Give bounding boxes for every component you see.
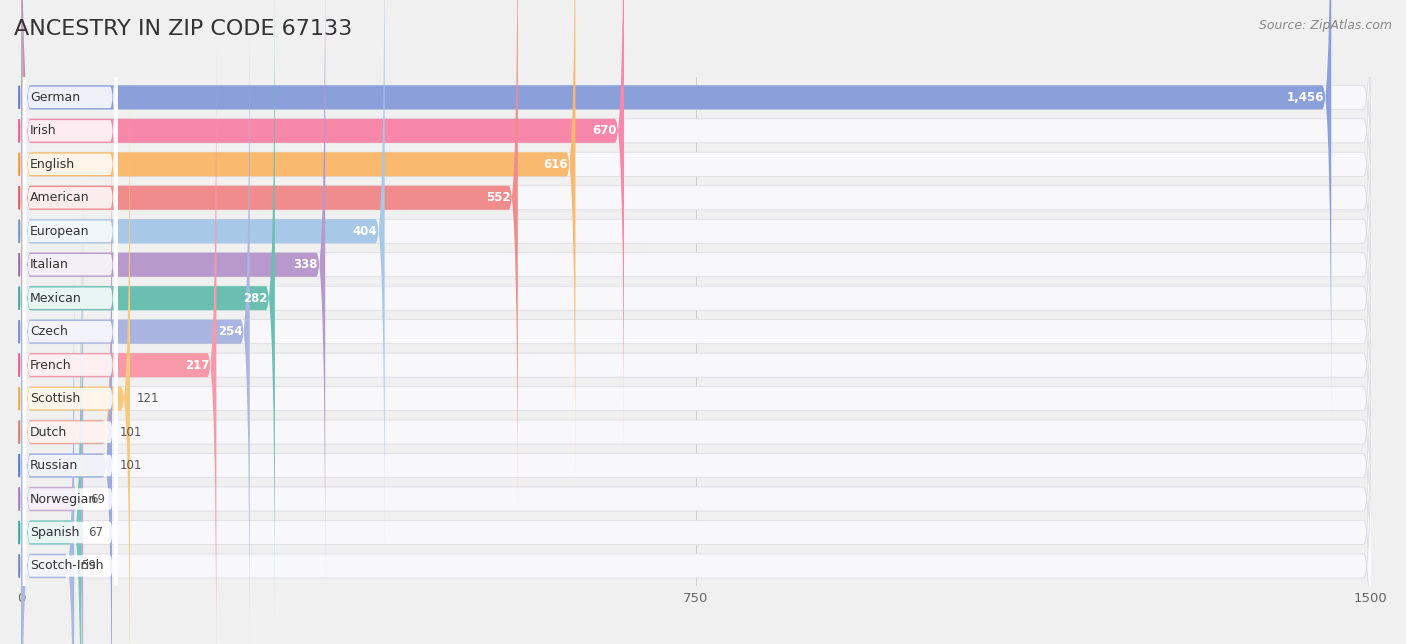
FancyBboxPatch shape [22, 242, 117, 644]
FancyBboxPatch shape [22, 0, 117, 488]
FancyBboxPatch shape [22, 0, 117, 388]
Text: Norwegian: Norwegian [30, 493, 97, 506]
FancyBboxPatch shape [20, 43, 1372, 644]
FancyBboxPatch shape [20, 0, 1372, 420]
FancyBboxPatch shape [22, 8, 117, 522]
Text: Irish: Irish [30, 124, 56, 137]
Text: 69: 69 [90, 493, 105, 506]
FancyBboxPatch shape [21, 9, 250, 644]
Text: Scotch-Irish: Scotch-Irish [30, 560, 104, 573]
FancyBboxPatch shape [21, 76, 129, 644]
FancyBboxPatch shape [21, 0, 325, 587]
Text: 404: 404 [353, 225, 377, 238]
Text: 254: 254 [218, 325, 242, 338]
FancyBboxPatch shape [20, 76, 1372, 644]
FancyBboxPatch shape [21, 176, 83, 644]
Text: ANCESTRY IN ZIP CODE 67133: ANCESTRY IN ZIP CODE 67133 [14, 19, 353, 39]
FancyBboxPatch shape [22, 108, 117, 622]
Text: 121: 121 [138, 392, 160, 405]
Text: 217: 217 [184, 359, 209, 372]
FancyBboxPatch shape [22, 75, 117, 589]
Text: European: European [30, 225, 90, 238]
Text: 67: 67 [89, 526, 104, 539]
Text: 282: 282 [243, 292, 267, 305]
FancyBboxPatch shape [22, 0, 117, 354]
FancyBboxPatch shape [22, 175, 117, 644]
FancyBboxPatch shape [21, 109, 112, 644]
FancyBboxPatch shape [21, 0, 1331, 420]
Text: 59: 59 [82, 560, 96, 573]
Text: Russian: Russian [30, 459, 79, 472]
Text: English: English [30, 158, 75, 171]
Text: German: German [30, 91, 80, 104]
FancyBboxPatch shape [20, 109, 1372, 644]
Text: American: American [30, 191, 90, 204]
FancyBboxPatch shape [20, 0, 1372, 554]
FancyBboxPatch shape [21, 0, 517, 520]
Text: Mexican: Mexican [30, 292, 82, 305]
Text: 616: 616 [544, 158, 568, 171]
Text: Source: ZipAtlas.com: Source: ZipAtlas.com [1258, 19, 1392, 32]
FancyBboxPatch shape [22, 0, 117, 455]
FancyBboxPatch shape [20, 0, 1372, 621]
FancyBboxPatch shape [21, 143, 112, 644]
Text: Spanish: Spanish [30, 526, 80, 539]
FancyBboxPatch shape [21, 0, 385, 554]
FancyBboxPatch shape [20, 0, 1372, 487]
Text: 101: 101 [120, 426, 142, 439]
FancyBboxPatch shape [20, 210, 1372, 644]
Text: Scottish: Scottish [30, 392, 80, 405]
Text: 1,456: 1,456 [1286, 91, 1324, 104]
FancyBboxPatch shape [21, 243, 75, 644]
FancyBboxPatch shape [22, 276, 117, 644]
FancyBboxPatch shape [20, 0, 1372, 587]
Text: Czech: Czech [30, 325, 67, 338]
FancyBboxPatch shape [21, 0, 624, 453]
FancyBboxPatch shape [22, 142, 117, 644]
FancyBboxPatch shape [20, 9, 1372, 644]
FancyBboxPatch shape [21, 43, 217, 644]
FancyBboxPatch shape [20, 0, 1372, 453]
FancyBboxPatch shape [21, 0, 274, 621]
Text: 338: 338 [294, 258, 318, 271]
FancyBboxPatch shape [21, 210, 82, 644]
Text: 101: 101 [120, 459, 142, 472]
FancyBboxPatch shape [22, 209, 117, 644]
FancyBboxPatch shape [20, 243, 1372, 644]
FancyBboxPatch shape [20, 0, 1372, 520]
FancyBboxPatch shape [20, 143, 1372, 644]
Text: Italian: Italian [30, 258, 69, 271]
FancyBboxPatch shape [22, 0, 117, 421]
Text: 552: 552 [486, 191, 510, 204]
Text: 670: 670 [592, 124, 617, 137]
Text: French: French [30, 359, 72, 372]
FancyBboxPatch shape [22, 309, 117, 644]
FancyBboxPatch shape [20, 176, 1372, 644]
Text: Dutch: Dutch [30, 426, 67, 439]
FancyBboxPatch shape [22, 41, 117, 555]
FancyBboxPatch shape [21, 0, 575, 487]
